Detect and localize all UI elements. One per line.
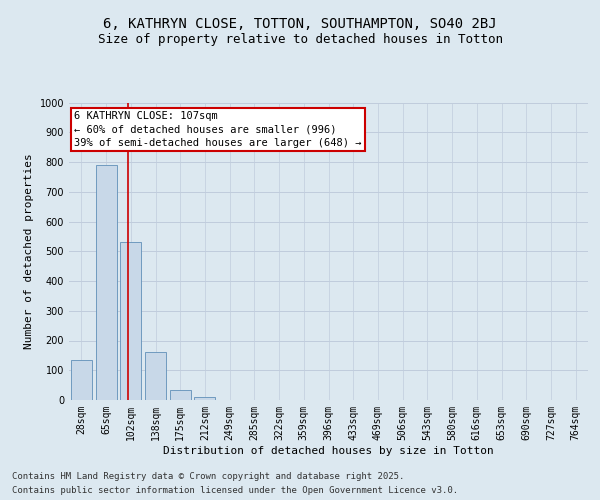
Bar <box>120 242 141 400</box>
Bar <box>145 352 166 400</box>
Y-axis label: Number of detached properties: Number of detached properties <box>24 154 34 349</box>
Text: Size of property relative to detached houses in Totton: Size of property relative to detached ho… <box>97 32 503 46</box>
Text: Contains public sector information licensed under the Open Government Licence v3: Contains public sector information licen… <box>12 486 458 495</box>
Text: 6 KATHRYN CLOSE: 107sqm
← 60% of detached houses are smaller (996)
39% of semi-d: 6 KATHRYN CLOSE: 107sqm ← 60% of detache… <box>74 112 362 148</box>
Bar <box>95 165 116 400</box>
Text: Contains HM Land Registry data © Crown copyright and database right 2025.: Contains HM Land Registry data © Crown c… <box>12 472 404 481</box>
Text: 6, KATHRYN CLOSE, TOTTON, SOUTHAMPTON, SO40 2BJ: 6, KATHRYN CLOSE, TOTTON, SOUTHAMPTON, S… <box>103 18 497 32</box>
Bar <box>170 390 191 400</box>
X-axis label: Distribution of detached houses by size in Totton: Distribution of detached houses by size … <box>163 446 494 456</box>
Bar <box>71 360 92 400</box>
Bar <box>194 397 215 400</box>
